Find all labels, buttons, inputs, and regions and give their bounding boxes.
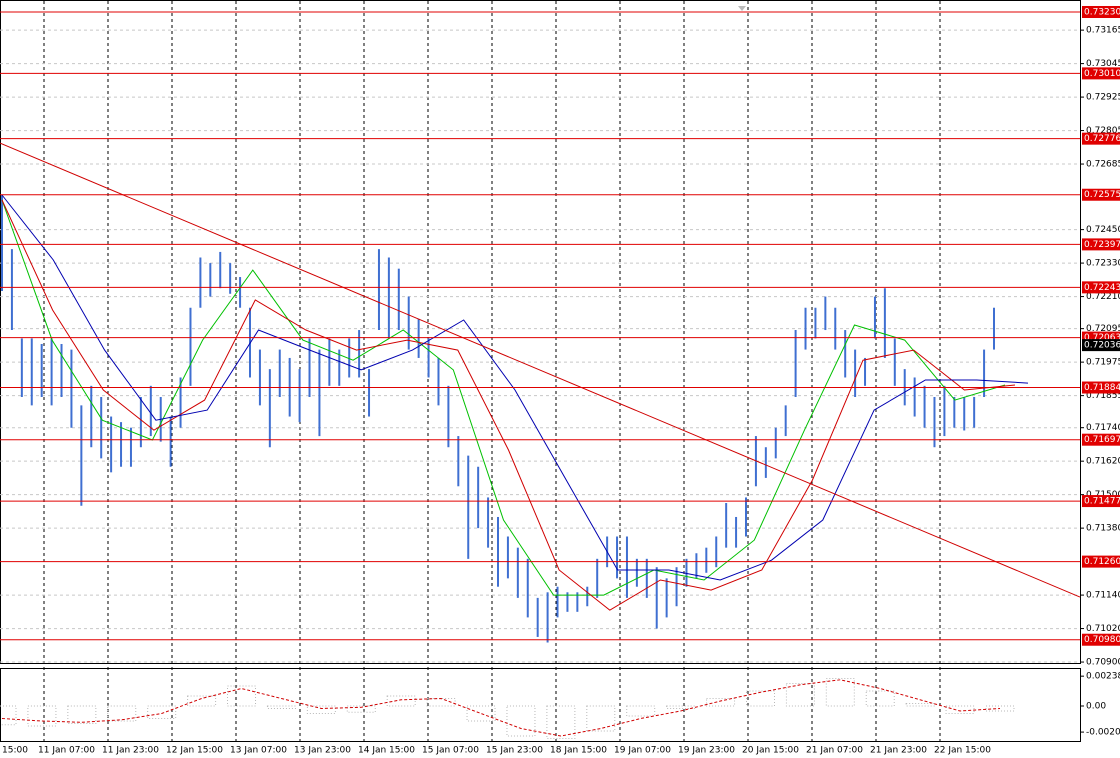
- level-label-box: [1082, 555, 1120, 568]
- y-tick-label: 0.72330: [1086, 259, 1120, 269]
- level-label-box: [1082, 495, 1120, 508]
- y-tick-label: 0.72450: [1086, 225, 1120, 235]
- indicator-signal: [1, 679, 1001, 737]
- indicator-bar: [586, 705, 616, 732]
- moving-average: [1, 199, 1006, 596]
- indicator-bar: [825, 678, 855, 707]
- y-tick-label: 0.71855: [1086, 391, 1120, 401]
- level-label: 0.71260: [1084, 557, 1120, 567]
- indicator-bar: [67, 705, 97, 724]
- x-tick-label: 14 Jan 15:00: [358, 746, 415, 756]
- y-tick-label: 0.71020: [1086, 624, 1120, 634]
- y-tick-label: 0.72095: [1086, 324, 1120, 334]
- level-label-box: [1082, 188, 1120, 201]
- level-label-box: [1082, 433, 1120, 446]
- level-label: 0.72575: [1084, 190, 1120, 200]
- indicator-bar: [0, 705, 17, 726]
- level-label-box: [1082, 5, 1120, 18]
- indicator-bar: [346, 705, 376, 713]
- x-tick-label: 11 Jan 23:00: [102, 746, 159, 756]
- x-tick-label: 18 Jan 15:00: [550, 746, 607, 756]
- indicator-pane-frame: [0, 668, 1081, 742]
- indicator-y-tick-label: 0.002387: [1086, 672, 1120, 682]
- x-tick-label: 13 Jan 23:00: [294, 746, 351, 756]
- y-tick-label: 0.70900: [1086, 658, 1120, 668]
- y-tick-label: 0.71740: [1086, 423, 1120, 433]
- indicator-bar: [865, 690, 895, 707]
- x-tick-label: 15 Jan 07:00: [422, 746, 479, 756]
- level-label: 0.71884: [1084, 383, 1120, 393]
- current-price-label: 0.72036: [1084, 341, 1120, 351]
- current-price-box: [1082, 339, 1120, 352]
- level-label: 0.73010: [1084, 69, 1120, 79]
- level-label-box: [1082, 281, 1120, 294]
- x-tick-label: 21 Jan 07:00: [806, 746, 863, 756]
- indicator-bar: [107, 705, 137, 722]
- level-label: 0.72243: [1084, 283, 1120, 293]
- indicator-bar: [745, 690, 775, 707]
- x-tick-label: 12 Jan 15:00: [166, 746, 223, 756]
- level-label-box: [1082, 238, 1120, 251]
- indicator-y-tick-label: -0.002087: [1086, 728, 1120, 738]
- x-tick-label: 15 Jan 23:00: [486, 746, 543, 756]
- indicator-bar: [985, 705, 1015, 712]
- x-tick-label: 20 Jan 15:00: [742, 746, 799, 756]
- indicator-bar: [386, 695, 416, 707]
- y-tick-label: 0.71620: [1086, 457, 1120, 467]
- y-tick-label: 0.72805: [1086, 126, 1120, 136]
- y-tick-label: 0.72925: [1086, 93, 1120, 103]
- indicator-bar: [147, 705, 177, 719]
- indicator-bar: [626, 705, 656, 717]
- indicator-bar: [785, 683, 815, 707]
- indicator-bar: [187, 695, 217, 707]
- main-pane-frame: [0, 0, 1081, 664]
- level-label-box: [1082, 67, 1120, 80]
- x-tick-label: 13 Jan 07:00: [230, 746, 287, 756]
- y-tick-label: 0.72210: [1086, 292, 1120, 302]
- indicator-bar: [466, 705, 496, 722]
- level-label: 0.71697: [1084, 435, 1120, 445]
- level-label: 0.72776: [1084, 134, 1120, 144]
- y-tick-label: 0.71975: [1086, 358, 1120, 368]
- level-label: 0.70980: [1084, 635, 1120, 645]
- y-tick-label: 0.71380: [1086, 524, 1120, 534]
- level-label: 0.72063: [1084, 333, 1120, 343]
- level-label-box: [1082, 381, 1120, 394]
- level-label-box: [1082, 633, 1120, 646]
- level-label-box: [1082, 132, 1120, 145]
- x-tick-label: 22 Jan 15:00: [934, 746, 991, 756]
- indicator-bar: [506, 705, 536, 737]
- y-tick-label: 0.71140: [1086, 591, 1120, 601]
- trendline: [0, 142, 1081, 598]
- x-tick-label: 21 Jan 23:00: [870, 746, 927, 756]
- level-label: 0.73230: [1084, 7, 1120, 17]
- x-tick-label: 19 Jan 23:00: [678, 746, 735, 756]
- x-tick-label: 19 Jan 07:00: [614, 746, 671, 756]
- level-label: 0.72397: [1084, 240, 1120, 250]
- indicator-y-tick-label: 0.00: [1086, 702, 1106, 712]
- y-tick-label: 0.72685: [1086, 160, 1120, 170]
- moving-average: [1, 194, 1029, 581]
- moving-average: [1, 199, 1016, 611]
- y-tick-label: 0.73045: [1086, 59, 1120, 69]
- y-tick-label: 0.73165: [1086, 26, 1120, 36]
- shift-marker: [738, 6, 746, 11]
- level-label: 0.71477: [1084, 497, 1120, 507]
- x-tick-label: 11 Jan 07:00: [38, 746, 95, 756]
- x-tick-label: 15:00: [2, 746, 28, 756]
